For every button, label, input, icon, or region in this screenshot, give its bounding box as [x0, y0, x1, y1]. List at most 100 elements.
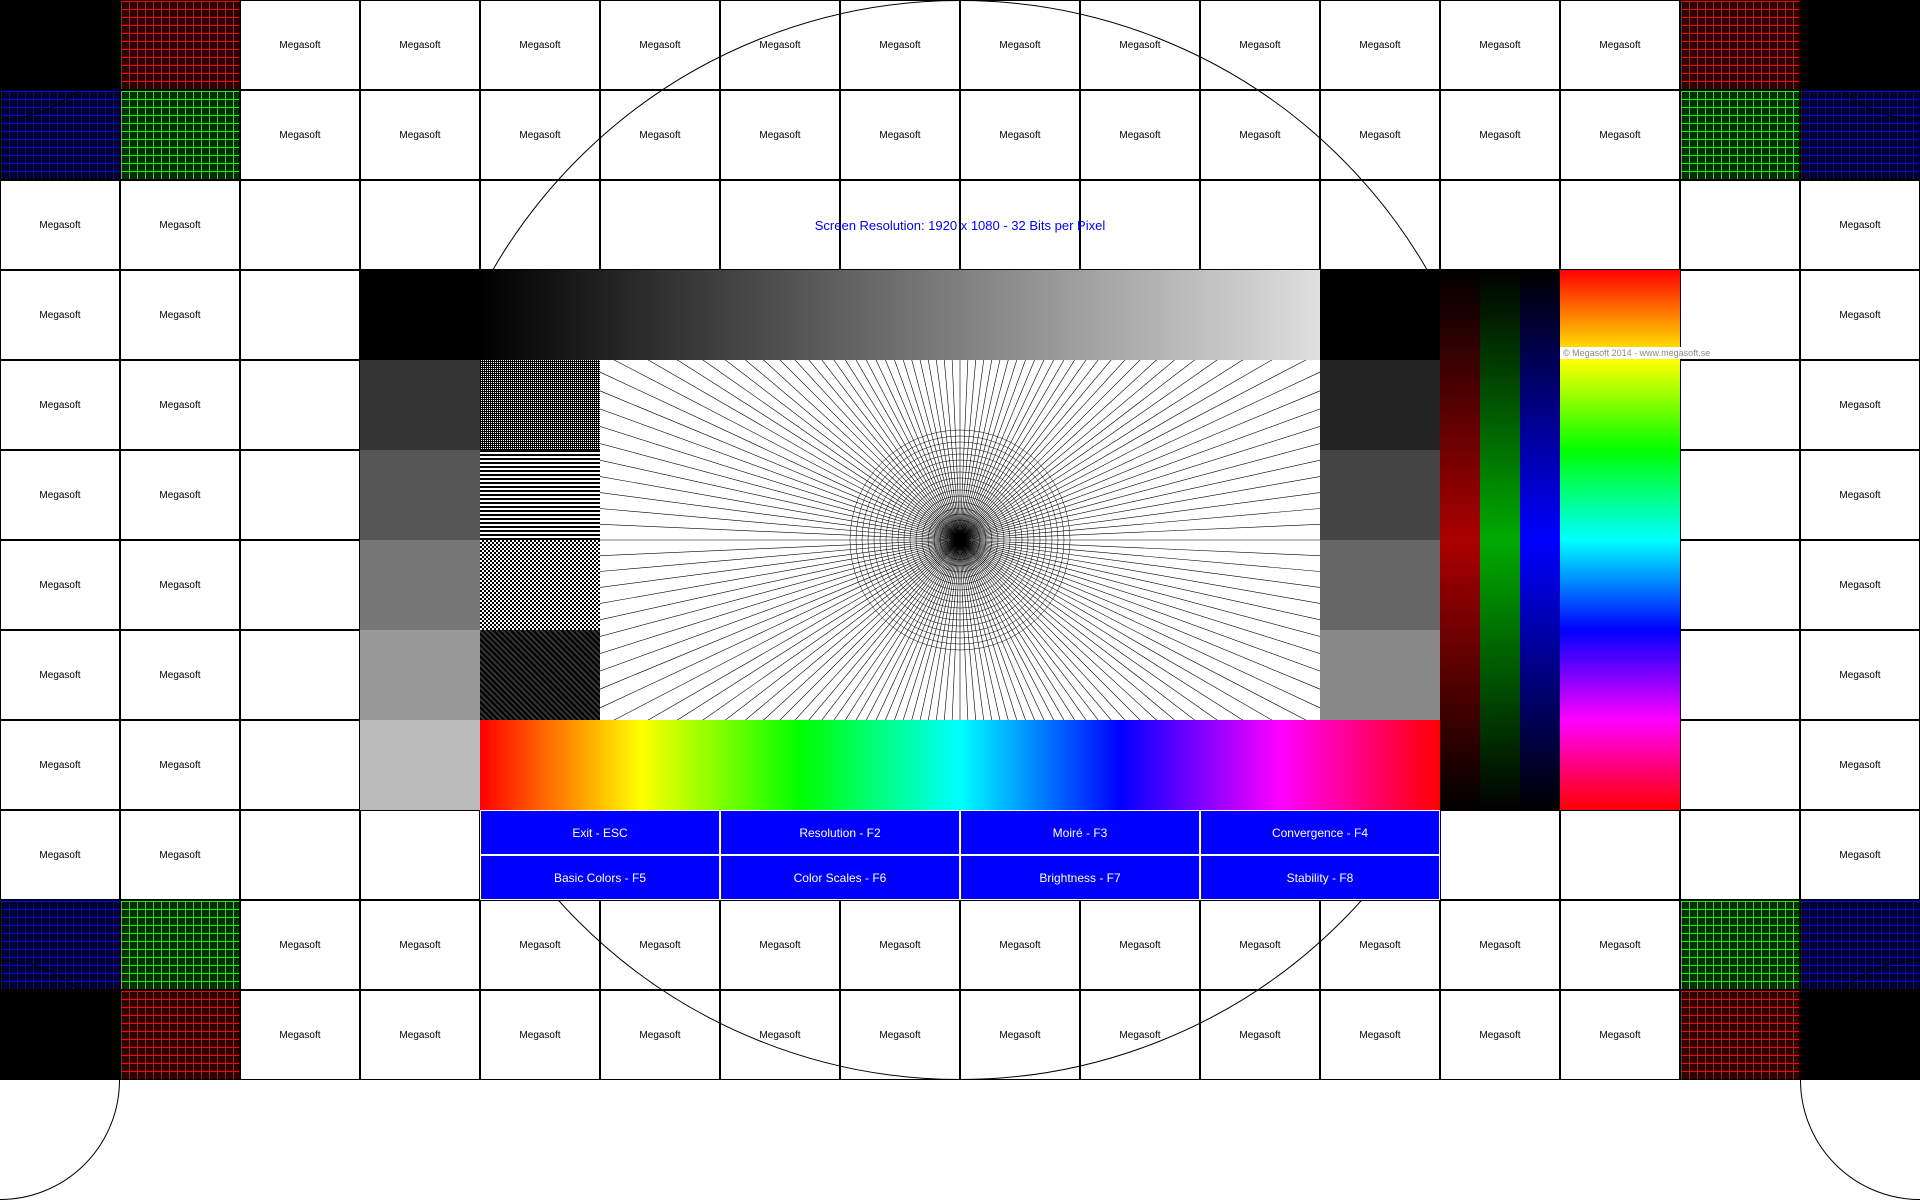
grid-cell: Megasoft	[1440, 0, 1560, 90]
grid-cell: Megasoft	[600, 90, 720, 180]
grid-cell: Megasoft	[120, 540, 240, 630]
grid-cell: Megasoft	[1440, 900, 1560, 990]
grid-cell	[240, 630, 360, 720]
grid-cell: Megasoft	[960, 990, 1080, 1080]
corner-pattern-br	[1680, 900, 1920, 1080]
menu-button-exit-esc[interactable]: Exit - ESC	[480, 810, 720, 855]
grid-cell: Megasoft	[840, 900, 960, 990]
grid-cell: Megasoft	[0, 450, 120, 540]
grid-cell: Megasoft	[120, 720, 240, 810]
grid-cell: Megasoft	[840, 990, 960, 1080]
grid-cell	[240, 450, 360, 540]
grid-cell: Megasoft	[480, 0, 600, 90]
menu-button-brightness-f7[interactable]: Brightness - F7	[960, 855, 1200, 900]
grid-cell: Megasoft	[1080, 90, 1200, 180]
grid-cell: Megasoft	[600, 900, 720, 990]
grid-cell: Megasoft	[360, 90, 480, 180]
menu-button-convergence-f4[interactable]: Convergence - F4	[1200, 810, 1440, 855]
grid-cell	[1680, 720, 1800, 810]
grid-cell: Megasoft	[600, 990, 720, 1080]
grid-cell	[1680, 450, 1800, 540]
grid-cell: Megasoft	[360, 990, 480, 1080]
grid-cell: Megasoft	[1800, 360, 1920, 450]
function-key-menu: Exit - ESCResolution - F2Moiré - F3Conve…	[480, 810, 1440, 900]
grid-cell: Megasoft	[960, 900, 1080, 990]
grid-cell	[360, 810, 480, 900]
grid-cell: Megasoft	[480, 90, 600, 180]
grid-cell	[1680, 810, 1800, 900]
grid-cell: Megasoft	[0, 720, 120, 810]
grid-cell	[1440, 810, 1560, 900]
grid-cell: Megasoft	[1320, 900, 1440, 990]
grid-cell: Megasoft	[1200, 90, 1320, 180]
corner-pattern-tl	[0, 0, 240, 180]
grid-cell: Megasoft	[1560, 900, 1680, 990]
grid-cell: Megasoft	[840, 90, 960, 180]
grid-cell: Megasoft	[1080, 990, 1200, 1080]
resolution-label: Screen Resolution: 1920 x 1080 - 32 Bits…	[0, 218, 1920, 233]
grid-cell: Megasoft	[0, 270, 120, 360]
moire-patterns-left	[480, 360, 600, 720]
gray-steps-left	[360, 270, 480, 810]
menu-button-basic-colors-f5[interactable]: Basic Colors - F5	[480, 855, 720, 900]
grid-cell	[1680, 360, 1800, 450]
grid-cell: Megasoft	[480, 990, 600, 1080]
grid-cell	[1680, 540, 1800, 630]
menu-button-color-scales-f6[interactable]: Color Scales - F6	[720, 855, 960, 900]
grid-cell: Megasoft	[240, 0, 360, 90]
grid-cell: Megasoft	[240, 990, 360, 1080]
grid-cell: Megasoft	[240, 900, 360, 990]
grid-cell: Megasoft	[1560, 90, 1680, 180]
grid-cell: Megasoft	[840, 0, 960, 90]
grid-cell: Megasoft	[120, 630, 240, 720]
grid-cell	[240, 720, 360, 810]
grid-cell: Megasoft	[1800, 450, 1920, 540]
grid-cell: Megasoft	[1320, 0, 1440, 90]
starburst-pattern	[600, 360, 1320, 720]
grid-cell: Megasoft	[1800, 630, 1920, 720]
grid-cell: Megasoft	[1200, 900, 1320, 990]
grid-cell: Megasoft	[120, 450, 240, 540]
corner-pattern-tr	[1680, 0, 1920, 180]
grid-cell: Megasoft	[1560, 990, 1680, 1080]
grid-cell: Megasoft	[1200, 0, 1320, 90]
grid-cell: Megasoft	[1320, 90, 1440, 180]
grid-cell: Megasoft	[360, 0, 480, 90]
grid-cell: Megasoft	[0, 360, 120, 450]
menu-button-moir-f3[interactable]: Moiré - F3	[960, 810, 1200, 855]
grid-cell: Megasoft	[720, 90, 840, 180]
copyright-label: © Megasoft 2014 - www.megasoft.se	[1560, 347, 1713, 359]
corner-pattern-bl	[0, 900, 240, 1080]
grid-cell: Megasoft	[0, 630, 120, 720]
grid-cell: Megasoft	[1800, 810, 1920, 900]
grid-cell: Megasoft	[1800, 270, 1920, 360]
grid-cell	[240, 810, 360, 900]
grid-cell: Megasoft	[720, 0, 840, 90]
grid-cell: Megasoft	[1440, 90, 1560, 180]
menu-button-resolution-f2[interactable]: Resolution - F2	[720, 810, 960, 855]
grid-cell	[1560, 810, 1680, 900]
grid-cell	[1680, 630, 1800, 720]
grid-cell: Megasoft	[480, 900, 600, 990]
grid-cell: Megasoft	[240, 90, 360, 180]
grid-cell: Megasoft	[360, 900, 480, 990]
grid-cell: Megasoft	[0, 810, 120, 900]
grid-cell: Megasoft	[960, 0, 1080, 90]
grid-cell: Megasoft	[1200, 990, 1320, 1080]
menu-button-stability-f8[interactable]: Stability - F8	[1200, 855, 1440, 900]
grid-cell: Megasoft	[1320, 990, 1440, 1080]
grid-cell	[240, 270, 360, 360]
grid-cell: Megasoft	[1080, 0, 1200, 90]
grid-cell: Megasoft	[0, 540, 120, 630]
grid-cell: Megasoft	[720, 990, 840, 1080]
grid-cell: Megasoft	[1560, 0, 1680, 90]
grid-cell: Megasoft	[1800, 720, 1920, 810]
hue-gradient-horizontal	[480, 720, 1440, 810]
grid-cell: Megasoft	[120, 270, 240, 360]
grid-cell: Megasoft	[120, 360, 240, 450]
gray-gradient	[480, 270, 1440, 360]
grid-cell: Megasoft	[960, 90, 1080, 180]
grid-cell: Megasoft	[1080, 900, 1200, 990]
dark-rgb-bars	[1440, 270, 1560, 810]
grid-cell	[240, 360, 360, 450]
